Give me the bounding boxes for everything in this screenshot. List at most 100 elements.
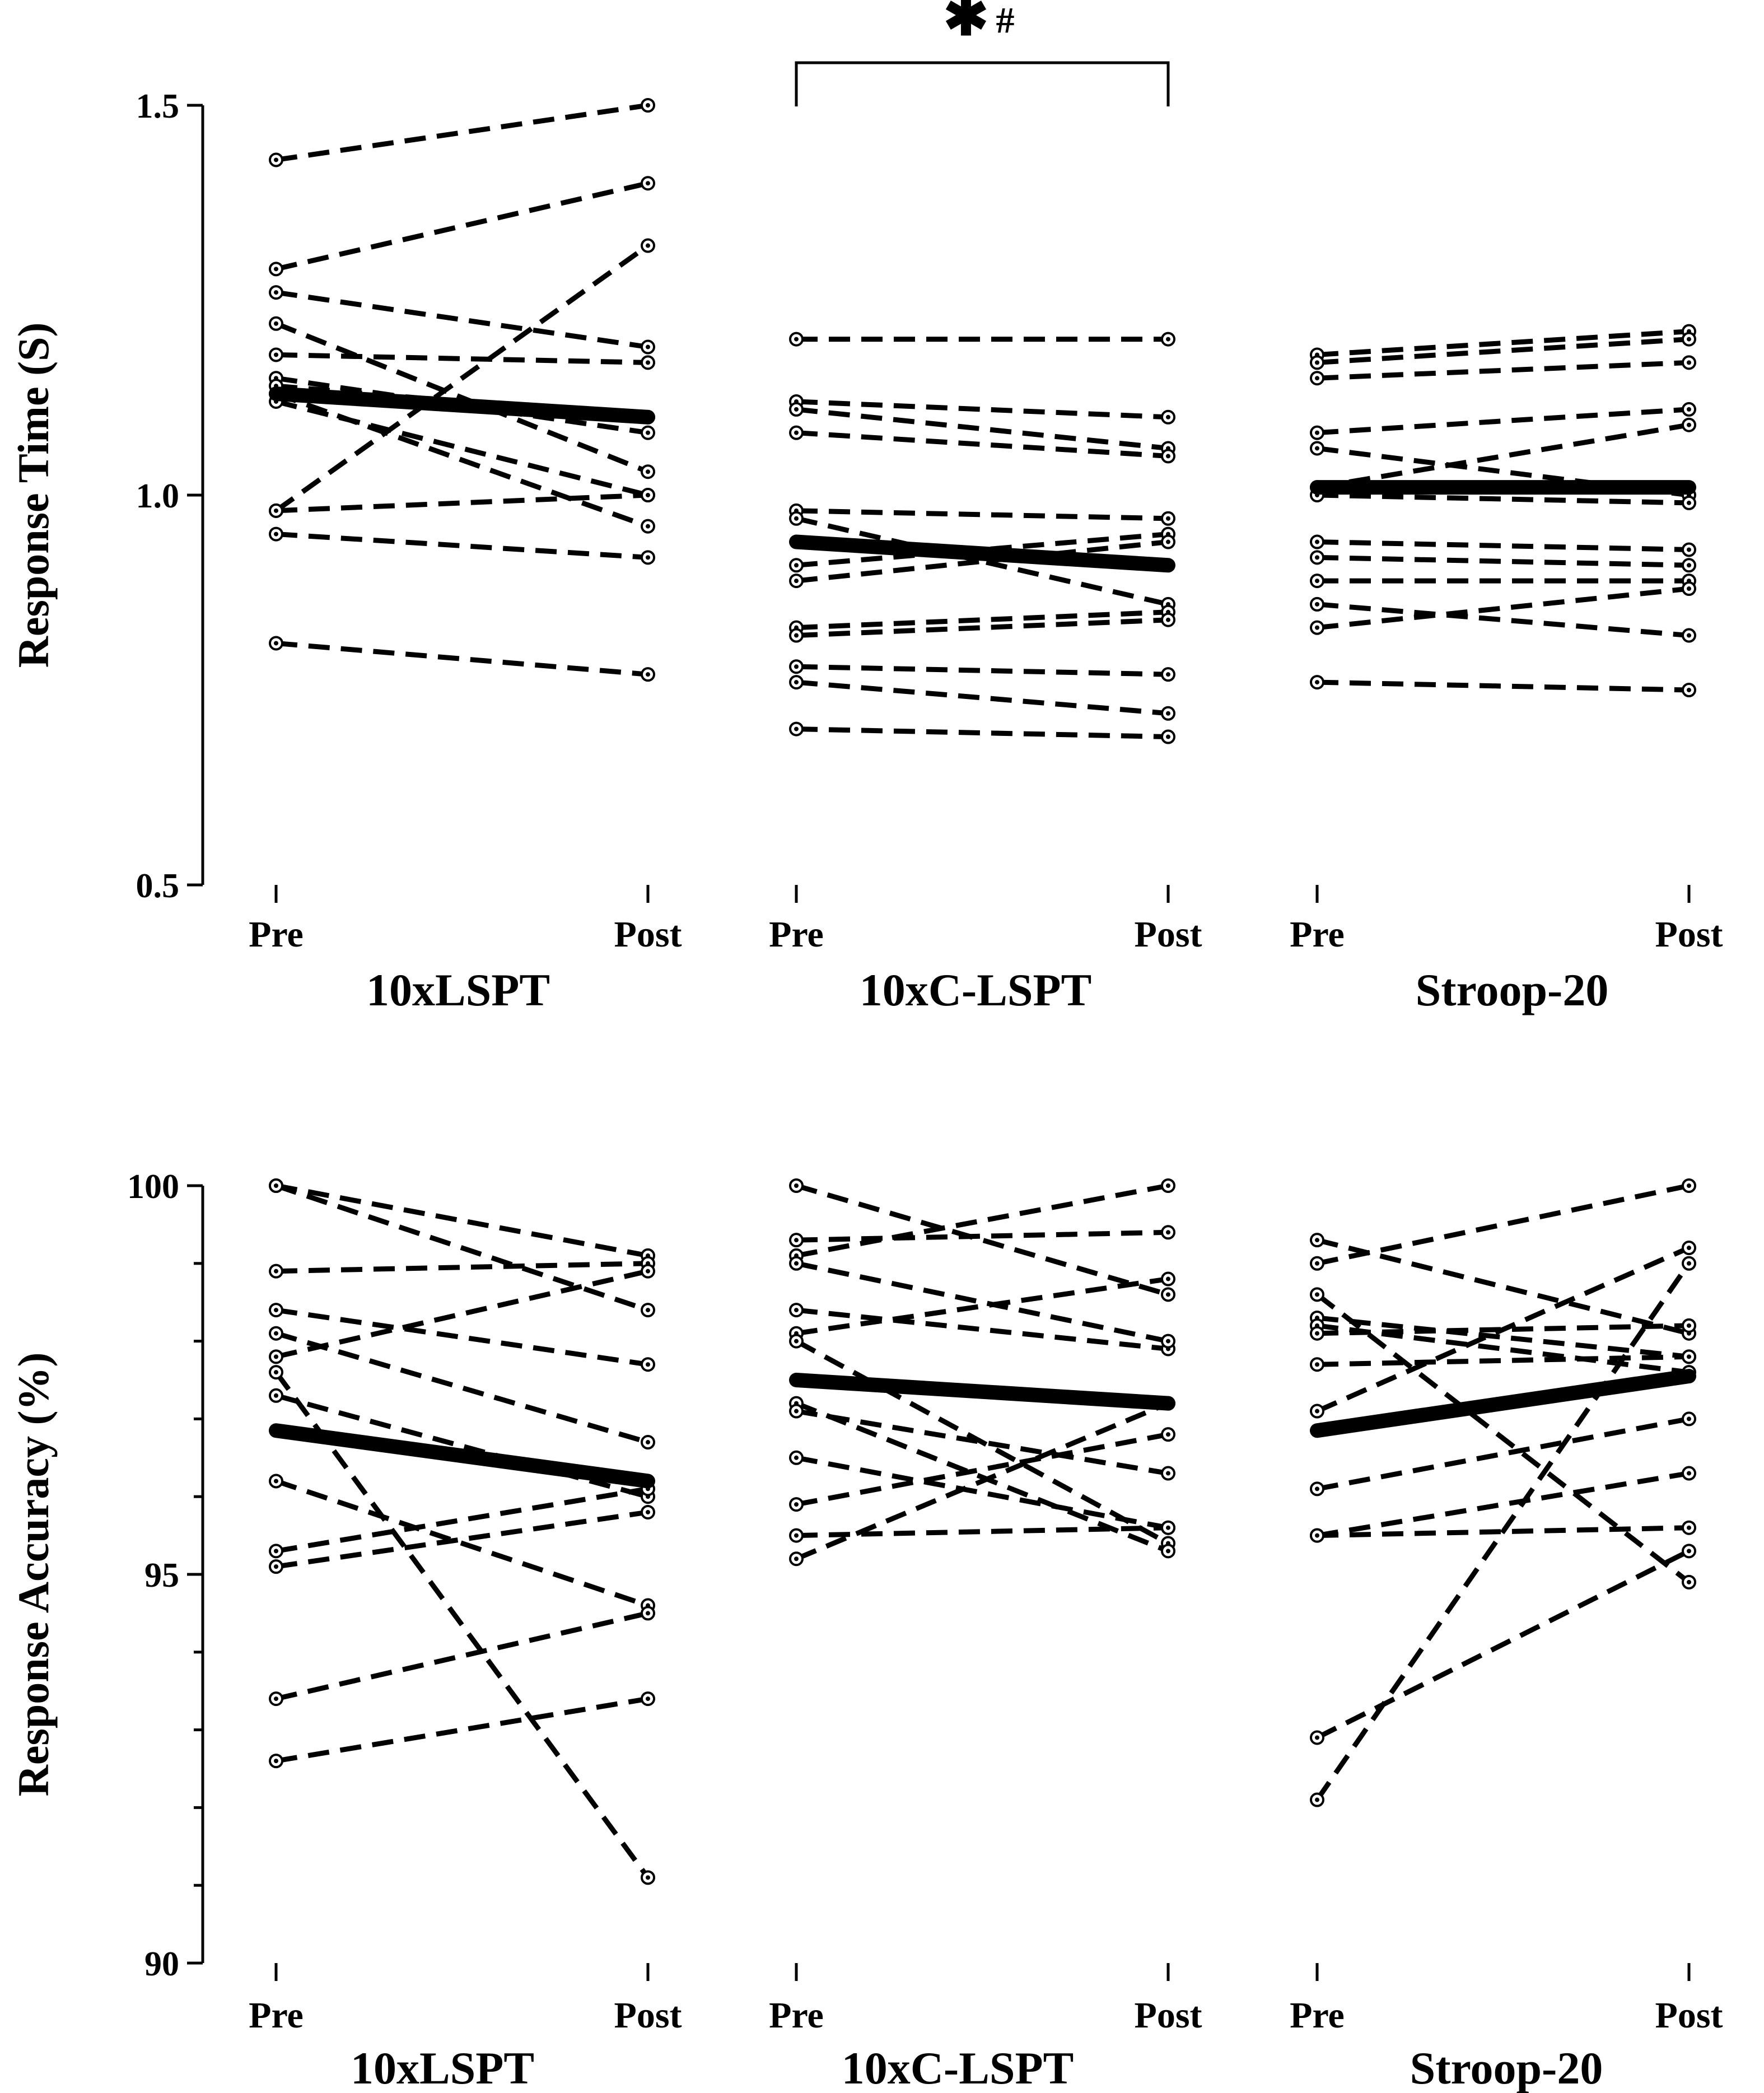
participant-line: [795, 1339, 1170, 1546]
participant-marker-center: [1315, 680, 1319, 685]
participant-marker-center: [1166, 454, 1170, 459]
participant-line: [796, 508, 1169, 521]
significance-hash: #: [996, 0, 1015, 41]
group-label: Stroop-20: [1416, 964, 1609, 1015]
participant-marker-center: [1315, 1238, 1319, 1243]
participant-line: [796, 407, 1169, 451]
participant-marker-center: [1315, 579, 1319, 584]
group-10xlspt: Pre Post 10xLSPT: [249, 98, 682, 1015]
group-mean-line: [1310, 1369, 1696, 1438]
participant-marker-center: [1687, 407, 1691, 412]
participant-line: [275, 1331, 649, 1445]
participant-marker-center: [1166, 1339, 1170, 1344]
participant-line: [1317, 1183, 1690, 1266]
participant-marker-center: [1687, 547, 1691, 552]
participant-marker-center: [794, 1339, 799, 1344]
participant-line: [275, 1611, 649, 1702]
response-accuracy-panel: 90 95 100 Response Accuracy (%) Pre Post 10xLS…: [9, 1168, 1723, 2093]
participant-line: [796, 1261, 1169, 1344]
participant-line: [276, 1509, 648, 1569]
participant-marker-center: [1166, 711, 1170, 716]
y-tick-label: 90: [144, 1945, 179, 1983]
group-10xc-lspt: Pre Post 10xC-LSPT: [769, 332, 1202, 1015]
group-mean-line: [269, 386, 655, 425]
participant-marker-center: [794, 1533, 799, 1538]
participant-line: [276, 352, 648, 365]
participant-marker-center: [1687, 633, 1691, 638]
participant-marker-center: [646, 524, 650, 529]
significance-bracket: [795, 61, 1170, 106]
y-tick-label: 95: [144, 1556, 179, 1595]
participant-marker-center: [1166, 414, 1170, 419]
participant-marker-center: [1315, 376, 1319, 381]
participant-marker-center: [794, 726, 799, 731]
participant-line: [1317, 1471, 1690, 1539]
participant-marker-center: [274, 532, 278, 537]
participant-line: [796, 1455, 1169, 1531]
participant-marker-center: [646, 1440, 650, 1445]
participant-line: [276, 640, 648, 677]
participant-marker-center: [794, 1502, 799, 1507]
participant-marker-center: [1687, 586, 1691, 591]
y-tick-label: 0.5: [136, 867, 180, 905]
participant-marker-center: [794, 407, 799, 412]
participant-marker-center: [1687, 1549, 1691, 1554]
participant-line: [275, 391, 649, 529]
participant-line: [276, 1696, 648, 1764]
participant-marker-center: [794, 633, 799, 638]
participant-marker-center: [646, 1875, 650, 1880]
participant-marker-center: [1166, 1549, 1170, 1554]
participant-marker-center: [794, 1455, 799, 1460]
participant-line: [1317, 1354, 1690, 1367]
participant-marker-center: [1166, 337, 1170, 342]
participant-marker-center: [1315, 602, 1319, 607]
participant-line: [1315, 1549, 1691, 1740]
participant-marker-center: [794, 563, 799, 568]
participant-marker-center: [646, 469, 650, 474]
participant-line: [796, 726, 1169, 740]
participant-marker-center: [1315, 1331, 1319, 1336]
participant-line: [1317, 407, 1690, 436]
participant-marker-center: [1166, 1471, 1170, 1476]
group-10xlspt: Pre Post 10xLSPT: [249, 1178, 682, 2093]
pre-tick-label: Pre: [249, 914, 304, 955]
participant-marker-center: [274, 290, 278, 295]
participant-marker-center: [646, 1696, 650, 1702]
participant-marker-center: [1315, 360, 1319, 365]
participant-line: [796, 679, 1169, 716]
participant-marker-center: [274, 508, 278, 513]
participant-marker-center: [646, 344, 650, 349]
participant-marker-center: [274, 1354, 278, 1359]
participant-marker-center: [274, 1564, 278, 1569]
participant-line: [796, 1276, 1169, 1336]
participant-marker-center: [1166, 516, 1170, 521]
participant-marker-center: [646, 1362, 650, 1367]
group-stroop-20: Pre Post Stroop-20: [1290, 1178, 1723, 2093]
participant-marker-center: [274, 1331, 278, 1336]
participant-line: [275, 1393, 649, 1499]
response-time-panel: 0.5 1.0 1.5 Response Time (S) Pre Post 10xLSPT…: [9, 0, 1723, 1015]
participant-marker-center: [1166, 1276, 1170, 1281]
participant-marker-center: [794, 579, 799, 584]
participant-marker-center: [646, 181, 650, 186]
participant-marker-center: [646, 1269, 650, 1274]
participant-marker-center: [794, 664, 799, 669]
participant-marker-center: [1687, 500, 1691, 505]
participant-line: [276, 375, 648, 436]
participant-marker-center: [1315, 1292, 1319, 1297]
participant-marker-center: [794, 1261, 799, 1266]
participant-marker-center: [1166, 617, 1170, 622]
participant-marker-center: [794, 516, 799, 521]
post-tick-label: Post: [1655, 1995, 1723, 2036]
participant-marker-center: [274, 1393, 278, 1398]
participant-marker-center: [1166, 734, 1170, 739]
participant-marker-center: [1687, 360, 1691, 365]
participant-marker-center: [794, 1556, 799, 1561]
participant-line: [796, 539, 1169, 584]
participant-marker-center: [1166, 539, 1170, 544]
participant-line: [275, 1269, 649, 1359]
participant-marker-center: [274, 1696, 278, 1702]
participant-line: [1317, 539, 1690, 552]
participant-line: [1317, 360, 1690, 381]
